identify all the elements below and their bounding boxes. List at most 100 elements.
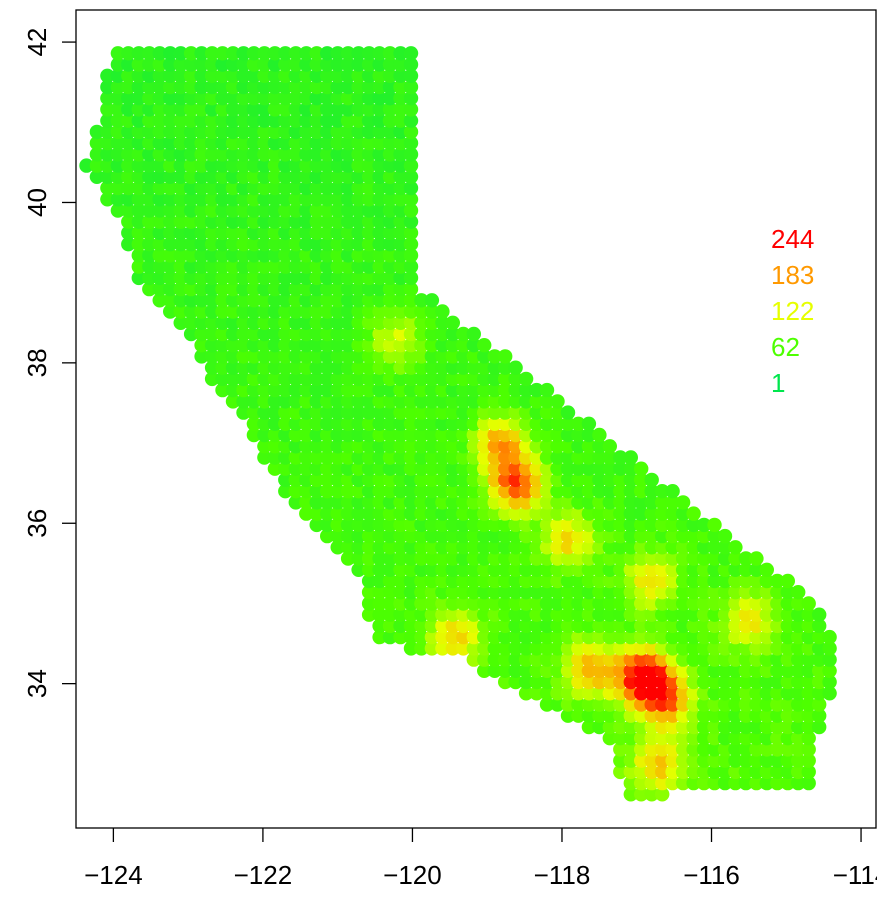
data-point xyxy=(246,46,262,61)
data-point xyxy=(665,562,680,577)
data-point xyxy=(445,416,460,431)
data-point xyxy=(142,180,157,196)
data-point xyxy=(780,753,795,768)
data-point xyxy=(267,405,283,420)
data-point xyxy=(351,394,366,409)
data-point xyxy=(236,405,251,420)
data-point xyxy=(675,652,691,667)
data-point xyxy=(592,585,607,600)
data-point xyxy=(351,349,366,364)
data-point xyxy=(414,562,429,577)
data-point xyxy=(403,180,419,196)
data-point xyxy=(100,91,115,106)
data-point xyxy=(675,674,691,690)
data-point xyxy=(278,259,293,274)
data-point xyxy=(623,697,638,712)
data-point xyxy=(288,46,303,61)
data-point xyxy=(634,551,649,566)
data-point xyxy=(456,326,471,342)
data-point xyxy=(655,652,670,667)
data-point xyxy=(414,585,429,600)
data-point xyxy=(372,618,387,634)
data-point xyxy=(288,158,303,173)
data-point xyxy=(613,450,628,465)
data-point xyxy=(183,91,199,106)
data-point xyxy=(613,708,628,723)
data-point xyxy=(602,629,617,645)
data-point xyxy=(644,585,659,600)
data-point xyxy=(539,439,555,454)
data-point xyxy=(466,416,481,431)
data-point xyxy=(330,46,345,61)
data-point xyxy=(257,203,272,218)
data-point xyxy=(770,753,785,768)
data-point xyxy=(320,382,335,398)
data-point xyxy=(445,315,460,330)
data-point xyxy=(173,203,188,218)
data-point xyxy=(812,697,827,712)
data-point xyxy=(791,674,806,690)
data-point xyxy=(372,450,387,465)
data-point xyxy=(675,686,691,701)
data-point xyxy=(435,495,450,510)
data-point xyxy=(163,68,178,84)
data-point xyxy=(707,731,722,746)
data-point xyxy=(215,237,230,252)
data-point xyxy=(623,450,638,465)
data-point xyxy=(435,461,450,476)
data-point xyxy=(634,528,649,544)
data-point xyxy=(770,607,785,622)
data-point xyxy=(539,472,555,488)
data-point xyxy=(403,551,419,566)
data-point xyxy=(288,113,303,128)
data-point xyxy=(571,495,586,510)
data-point xyxy=(602,607,617,622)
data-point xyxy=(361,495,377,510)
data-point xyxy=(728,641,743,656)
data-point xyxy=(288,371,303,387)
data-point xyxy=(780,607,795,622)
data-point xyxy=(822,663,837,678)
data-point xyxy=(644,719,659,735)
data-point xyxy=(351,248,366,263)
data-point xyxy=(445,349,460,364)
data-point xyxy=(487,349,502,364)
data-point xyxy=(393,338,408,353)
data-point xyxy=(498,427,513,443)
data-point xyxy=(686,506,701,521)
data-point xyxy=(466,371,481,387)
data-point xyxy=(340,405,356,420)
data-point xyxy=(215,293,230,308)
data-point xyxy=(508,596,523,611)
data-point xyxy=(330,360,345,375)
data-point xyxy=(393,427,408,443)
data-point xyxy=(487,517,502,533)
data-point xyxy=(225,248,241,263)
data-point xyxy=(89,158,105,173)
data-point xyxy=(361,304,377,319)
data-point xyxy=(257,416,272,431)
data-point xyxy=(372,573,387,589)
data-point xyxy=(707,686,722,701)
data-point xyxy=(309,293,324,308)
data-point xyxy=(215,281,230,297)
data-point xyxy=(372,439,387,454)
data-point xyxy=(257,169,272,184)
data-point xyxy=(173,225,188,241)
data-point xyxy=(707,708,722,723)
data-point xyxy=(257,248,272,263)
data-point xyxy=(445,573,460,589)
data-point xyxy=(707,663,722,678)
data-point xyxy=(665,540,680,555)
data-point xyxy=(278,113,293,128)
data-point xyxy=(435,551,450,566)
data-point xyxy=(675,719,691,735)
data-point xyxy=(204,102,220,117)
data-point xyxy=(634,629,649,645)
data-point xyxy=(655,528,670,544)
data-point xyxy=(424,439,440,454)
data-point xyxy=(351,562,366,577)
data-point xyxy=(204,371,220,387)
data-point xyxy=(435,450,450,465)
data-point xyxy=(749,731,764,746)
